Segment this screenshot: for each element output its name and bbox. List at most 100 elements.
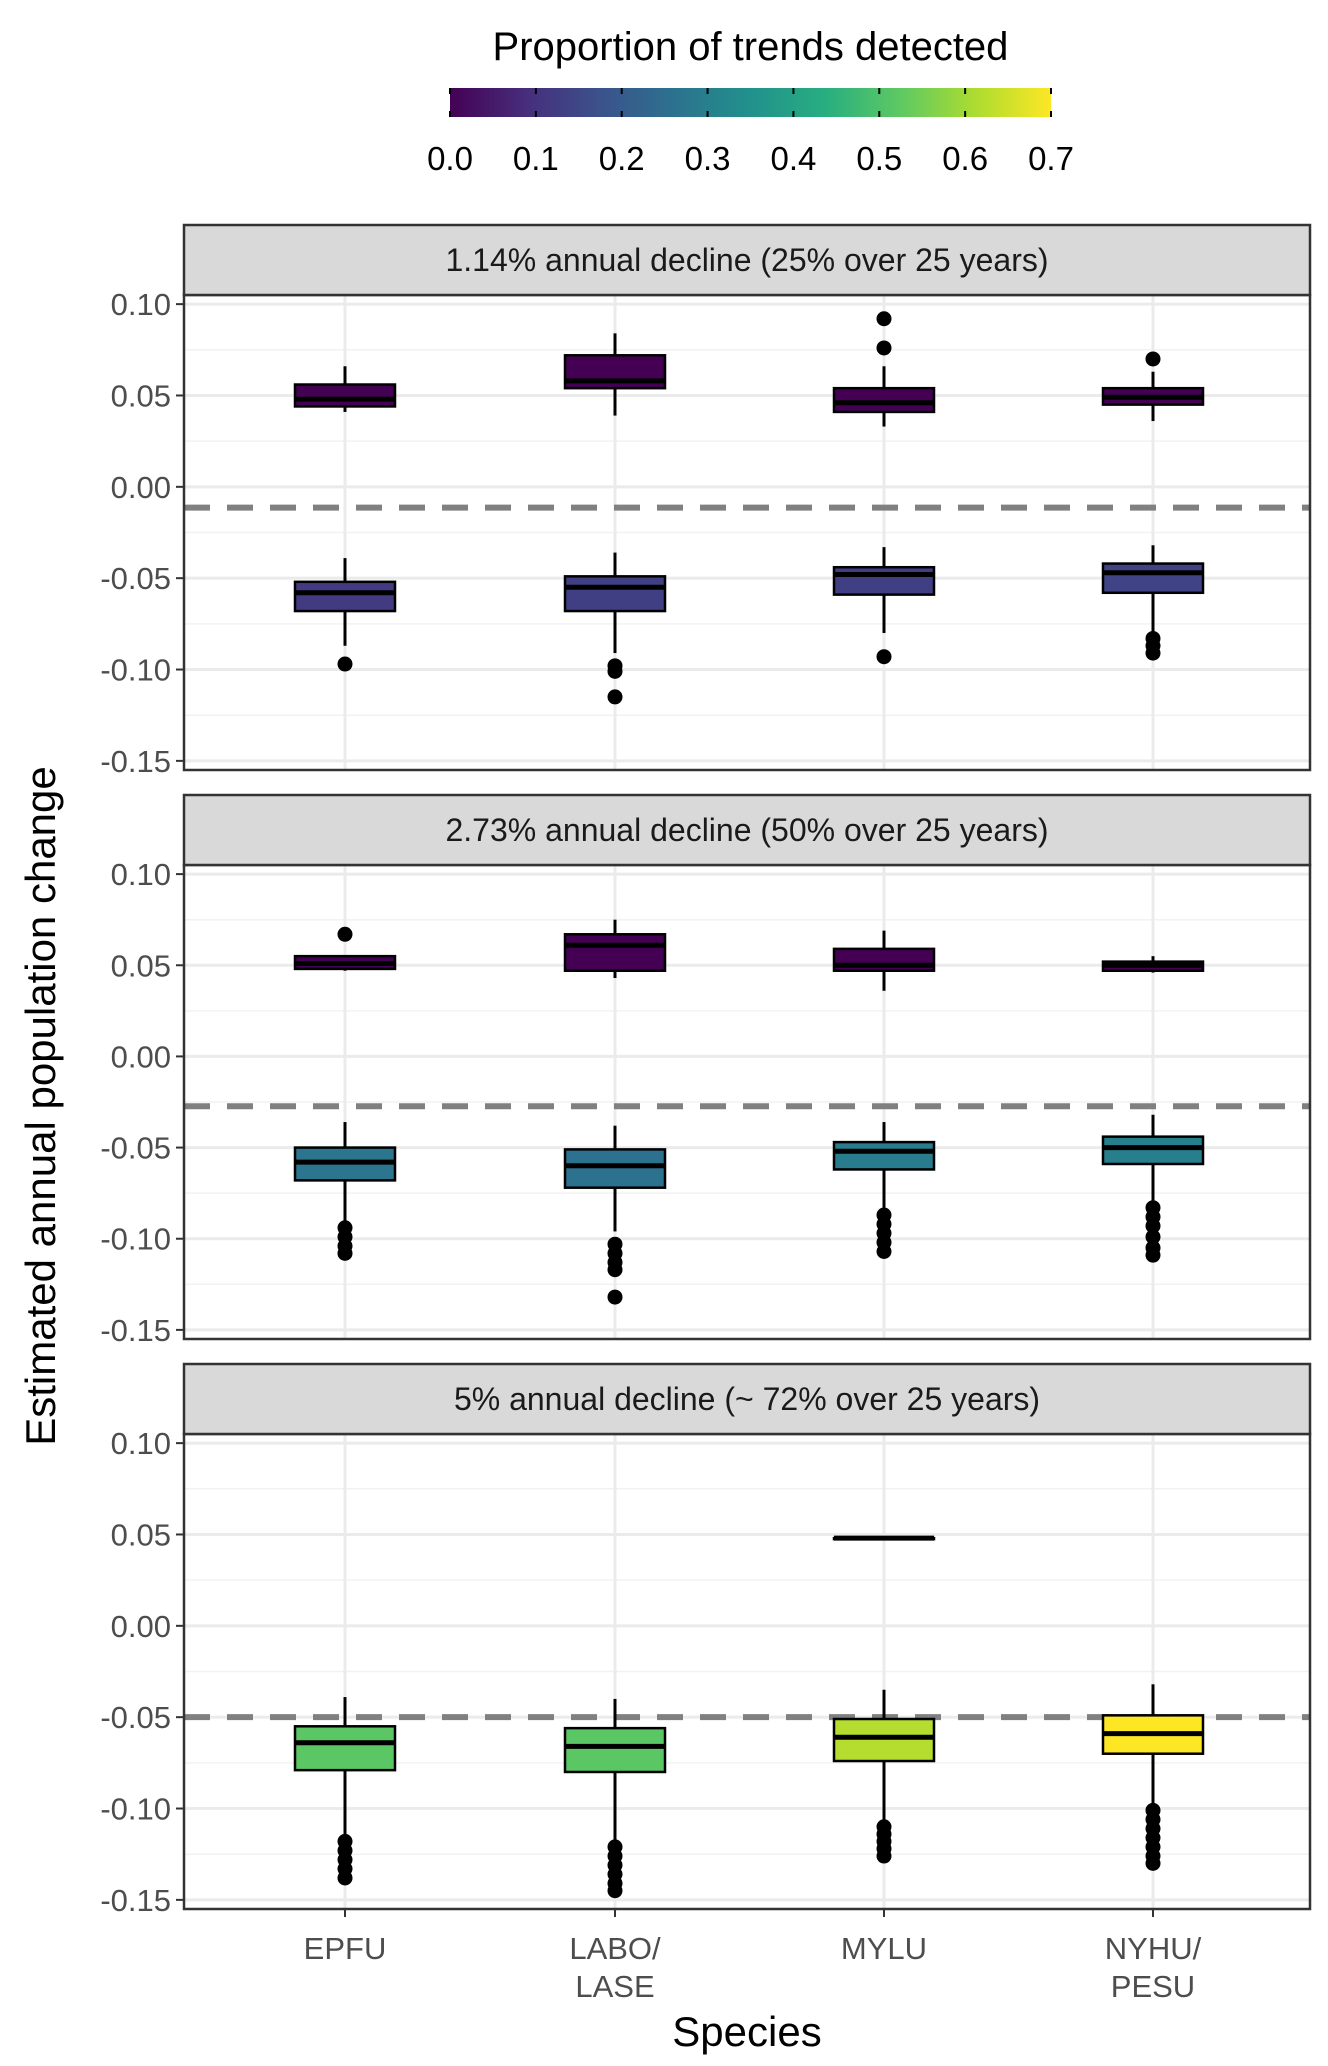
outlier-point [1145,1247,1161,1263]
outlier-point [876,649,892,665]
y-axis-title: Estimated annual population change [17,766,64,1446]
legend-tick-label: 0.4 [770,140,816,177]
boxplot-box [832,547,936,665]
y-tick-label: -0.10 [100,1792,171,1827]
outlier-point [1145,1229,1161,1245]
box-iqr [563,933,667,972]
outlier-point [876,1243,892,1259]
y-tick-label: 0.05 [111,1517,171,1552]
outlier-point [337,1870,353,1886]
color-legend: Proportion of trends detected 0.0 0.1 0.2 0.… [427,25,1074,177]
boxplot-box [293,558,397,672]
legend-tick-label: 0.7 [1028,140,1074,177]
legend-tick-label: 0.1 [513,140,559,177]
boxplot-box [832,1689,936,1864]
legend-tick-label: 0.2 [599,140,645,177]
box-iqr [832,1140,936,1171]
boxplot-box [293,366,397,412]
box-iqr [293,1725,397,1772]
outlier-point [607,1262,623,1278]
boxplot-box [293,926,397,971]
boxplot-box [563,1698,667,1899]
boxplot-box [832,311,936,427]
legend-tick-label: 0.0 [427,140,473,177]
facet-strip [182,1362,1312,1436]
outlier-point [1145,1218,1161,1234]
legend-title: Proportion of trends detected [493,25,1009,69]
outlier-point [607,689,623,705]
facet-strip-label: 2.73% annual decline (50% over 25 years) [445,812,1048,848]
y-tick-label: -0.10 [100,653,171,688]
boxplot-box [563,1125,667,1305]
y-tick-label: 0.00 [111,1609,171,1644]
boxplot-box [1101,351,1205,422]
legend-colorbar [450,88,1051,117]
outlier-point [607,1883,623,1899]
x-tick-label: LABO/ [569,1931,661,1966]
facet-panel: 0.10 0.05 0.00 -0.05 -0.10 -0.15 1.14% annual … [100,223,1312,779]
y-tick-label: -0.05 [100,1131,171,1166]
legend-tick-label: 0.3 [685,140,731,177]
box-iqr [832,386,936,414]
box-iqr [293,580,397,613]
facet-strip-label: 1.14% annual decline (25% over 25 years) [445,242,1048,278]
outlier-point [1145,645,1161,661]
facet-panel: 0.10 0.05 0.00 -0.05 -0.10 -0.15 5% annual dec… [100,1362,1312,1918]
outlier-point [876,340,892,356]
y-tick-label: 0.10 [111,1426,171,1461]
y-tick-label: -0.05 [100,561,171,596]
facet-strip-label: 5% annual decline (~ 72% over 25 years) [454,1381,1040,1417]
facet-panel: 0.10 0.05 0.00 -0.05 -0.10 -0.15 2.73% annual … [100,793,1312,1348]
boxplot-box [293,1697,397,1886]
outlier-point [337,926,353,942]
x-tick-label: PESU [1111,1969,1195,2004]
y-tick-label: 0.10 [111,857,171,892]
boxplot-box [1101,956,1205,973]
facet-strip [182,793,1312,867]
boxplot-box [832,930,936,991]
x-tick-label: MYLU [841,1931,927,1966]
y-tick-label: -0.15 [100,1313,171,1348]
box-iqr [1101,1135,1205,1166]
box-iqr [832,1717,936,1763]
outlier-point [607,663,623,679]
boxplot-box [293,1122,397,1261]
outlier-point [1145,351,1161,367]
legend-tick-label: 0.5 [856,140,902,177]
boxplot-box [563,552,667,705]
boxplot-box [563,333,667,416]
box-iqr [563,575,667,613]
outlier-point [876,1848,892,1864]
y-tick-label: -0.10 [100,1222,171,1257]
boxplot-box [1101,1114,1205,1263]
boxplot-box [1101,1684,1205,1871]
boxplot-box [1101,545,1205,661]
boxplot-box [832,1122,936,1259]
y-tick-label: 0.10 [111,287,171,322]
y-tick-label: -0.15 [100,1883,171,1918]
outlier-point [876,311,892,327]
boxplot-box [563,919,667,979]
y-tick-label: 0.05 [111,948,171,983]
outlier-point [607,1289,623,1305]
box-iqr [563,1148,667,1189]
x-tick-label: NYHU/ [1105,1931,1202,1966]
outlier-point [1145,1855,1161,1871]
y-tick-label: 0.00 [111,1039,171,1074]
legend-tick-label: 0.6 [942,140,988,177]
facet-strip [182,223,1312,297]
boxplot-box [832,1535,936,1541]
y-tick-label: -0.15 [100,744,171,779]
box-iqr [293,383,397,408]
x-tick-label: EPFU [304,1931,387,1966]
box-iqr [563,1726,667,1774]
x-axis: EPFU LABO/LASE MYLU NYHU/PESU [304,1909,1202,2004]
y-tick-label: 0.00 [111,470,171,505]
x-tick-label: LASE [575,1969,654,2004]
outlier-point [337,1245,353,1261]
y-tick-label: -0.05 [100,1700,171,1735]
x-axis-title: Species [672,2008,821,2055]
box-iqr [1101,562,1205,595]
box-iqr [832,565,936,596]
